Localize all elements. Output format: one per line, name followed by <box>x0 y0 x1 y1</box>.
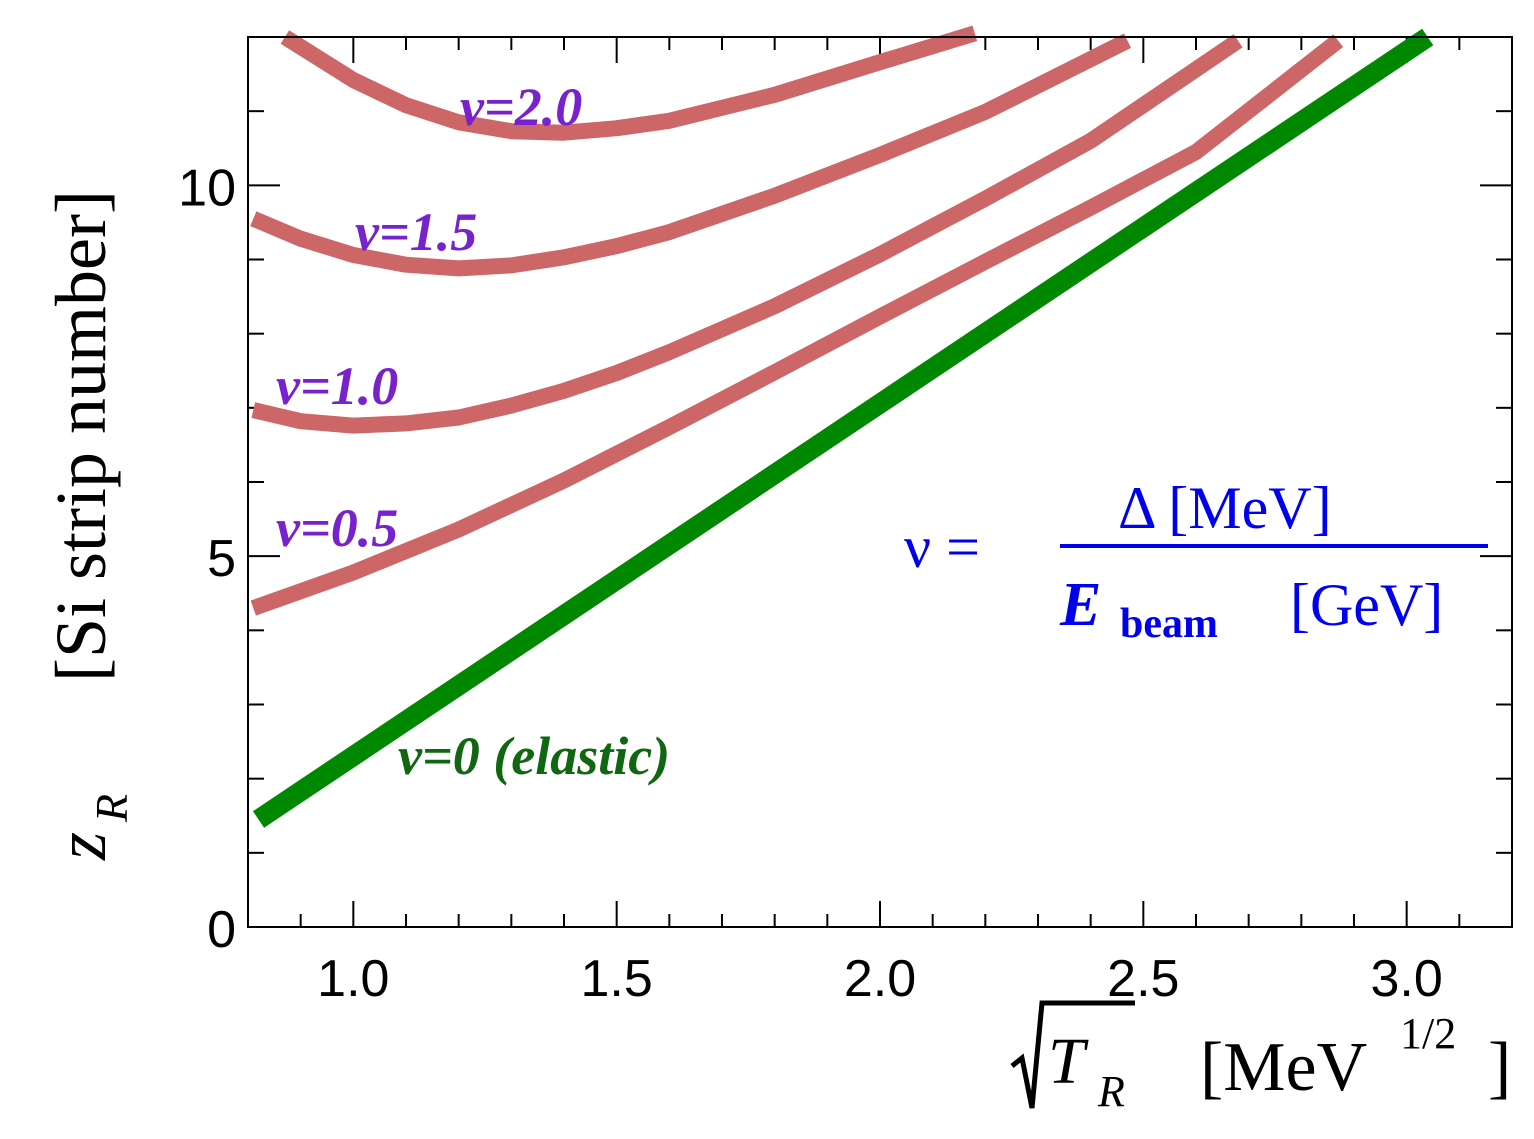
tick-labels: 1.0 1.5 2.0 2.5 3.0 0 5 10 <box>178 159 1443 1008</box>
x-tick-label: 1.0 <box>317 950 389 1008</box>
formula-denom-units: [GeV] <box>1290 572 1443 638</box>
series-line-1 <box>250 33 1132 277</box>
series-line-2 <box>251 34 1243 434</box>
label-nu-2-0: ν=2.0 <box>460 77 582 137</box>
x-axis-units-sup: 1/2 <box>1400 1009 1456 1058</box>
y-axis-var: z <box>41 832 121 861</box>
y-tick-label: 5 <box>207 530 236 588</box>
y-tick-label: 0 <box>207 901 236 959</box>
series-elastic-line <box>252 28 1434 828</box>
y-axis-title: z R [Si strip number] <box>41 190 137 861</box>
x-tick-label: 2.5 <box>1107 950 1179 1008</box>
x-tick-label: 1.5 <box>581 950 653 1008</box>
label-nu-0-5: ν=0.5 <box>276 498 398 558</box>
x-tick-label: 2.0 <box>844 950 916 1008</box>
x-axis-sub: R <box>1097 1067 1125 1116</box>
x-axis-var: T <box>1048 1025 1089 1098</box>
series-line-3 <box>250 34 1344 616</box>
label-nu-elastic: ν=0 (elastic) <box>398 726 670 786</box>
series-group <box>250 25 1434 828</box>
sqrt-icon <box>1010 1000 1135 1109</box>
formula-denom-var: E <box>1059 571 1101 639</box>
x-axis-units: [MeV <box>1200 1029 1367 1106</box>
plot-frame <box>247 36 1513 928</box>
x-axis-units-close: ] <box>1488 1029 1511 1106</box>
formula-numerator: Δ [MeV] <box>1118 475 1332 541</box>
x-tick-label: 3.0 <box>1371 950 1443 1008</box>
x-axis-title: T R [MeV 1/2 ] <box>1010 1000 1511 1116</box>
y-axis-text: [Si strip number] <box>41 190 121 682</box>
formula-denom-sub: beam <box>1120 601 1218 647</box>
series-line-0 <box>280 25 978 141</box>
label-nu-1-0: ν=1.0 <box>276 356 398 416</box>
label-nu-1-5: ν=1.5 <box>355 202 477 262</box>
y-axis-sub: R <box>86 794 137 823</box>
y-tick-label: 10 <box>178 159 236 217</box>
formula: ν = Δ [MeV] E beam [GeV] <box>904 475 1488 647</box>
formula-lhs: ν = <box>904 514 980 580</box>
